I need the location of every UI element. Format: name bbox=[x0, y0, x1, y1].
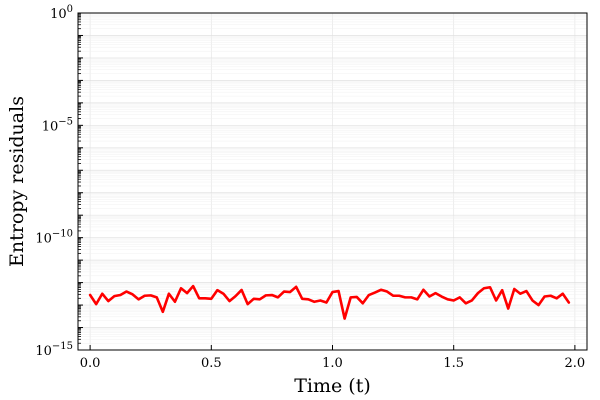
y-tick-label: 10−10 bbox=[35, 229, 73, 247]
x-tick-label: 0.5 bbox=[201, 356, 222, 371]
y-tick-label: 10−15 bbox=[35, 341, 73, 359]
y-tick-label: 10−5 bbox=[42, 116, 73, 134]
x-tick-label: 1.5 bbox=[443, 356, 464, 371]
x-tick-labels: 0.0 0.5 1.0 1.5 2.0 bbox=[80, 356, 585, 371]
x-tick-label: 0.0 bbox=[80, 356, 101, 371]
x-tick-label: 2.0 bbox=[565, 356, 586, 371]
y-axis-label: Entropy residuals bbox=[6, 96, 28, 267]
y-tick-label: 100 bbox=[50, 4, 73, 22]
x-axis-label: Time (t) bbox=[294, 375, 371, 397]
series-line bbox=[88, 284, 571, 320]
series-lines bbox=[88, 284, 571, 320]
tick-marks bbox=[78, 12, 576, 351]
x-tick-label: 1.0 bbox=[322, 356, 343, 371]
y-tick-labels: 10−15 10−10 10−5 100 bbox=[35, 4, 73, 359]
